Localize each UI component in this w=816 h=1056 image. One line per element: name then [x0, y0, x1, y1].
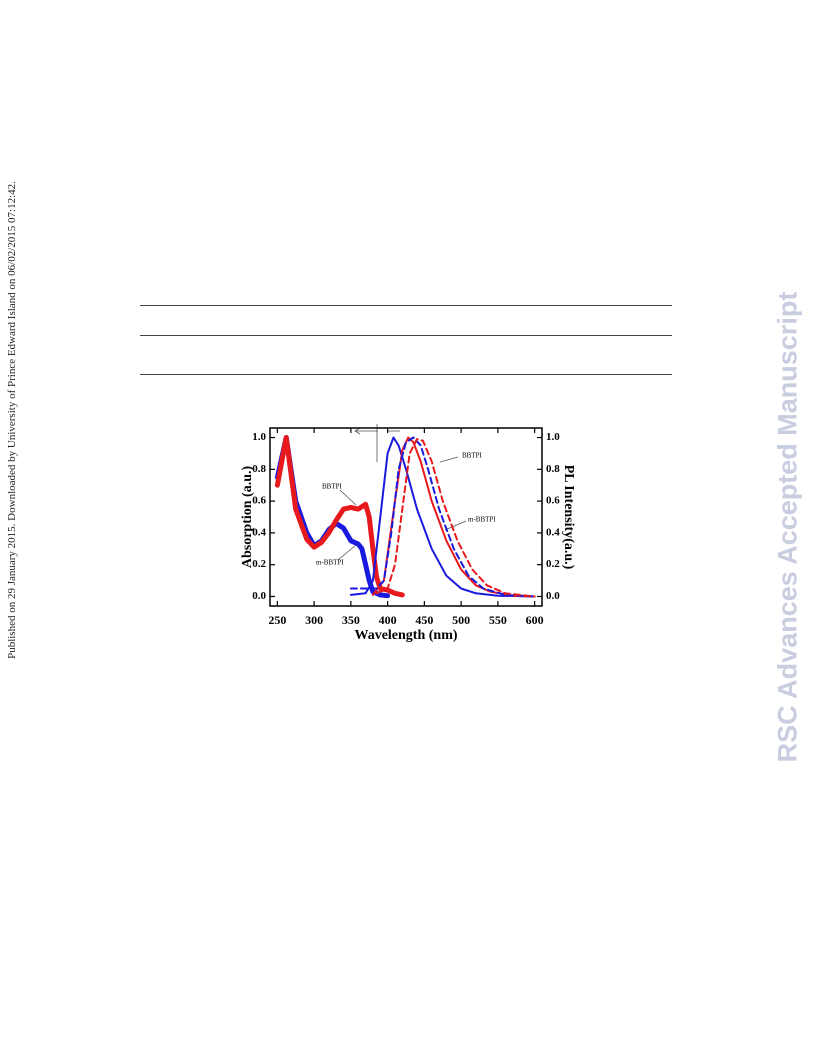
y2-tick-label: 0.8 [546, 463, 560, 475]
annotation: m-BBTPI [316, 559, 344, 567]
data-line [349, 436, 536, 598]
x-tick-label: 450 [415, 613, 433, 627]
x-tick-label: 600 [526, 613, 544, 627]
table-rule [140, 305, 672, 306]
x-tick-label: 300 [305, 613, 323, 627]
y-axis-label: Absorption (a.u.) [240, 466, 255, 569]
y-tick-label: 0.2 [252, 558, 266, 570]
x-tick-label: 550 [489, 613, 507, 627]
y-tick-label: 0.6 [252, 495, 266, 507]
x-tick-label: 500 [452, 613, 470, 627]
y2-tick-label: 0.2 [546, 558, 560, 570]
y2-tick-label: 1.0 [546, 431, 560, 443]
y2-tick-label: 0.0 [546, 590, 560, 602]
x-axis-label: Wavelength (nm) [354, 628, 457, 643]
leader-line [444, 520, 467, 531]
table-rule [140, 374, 672, 375]
leader-line [339, 489, 357, 506]
x-tick-label: 400 [379, 613, 397, 627]
data-line [371, 436, 536, 598]
annotation: BBTPI [322, 483, 343, 491]
data-line [349, 436, 536, 598]
data-line [274, 435, 405, 598]
leader-line [439, 456, 459, 463]
plot-frame [269, 427, 543, 607]
x-tick-label: 350 [342, 613, 360, 627]
y2-tick-label: 0.4 [546, 526, 560, 538]
y-tick-label: 1.0 [252, 431, 266, 443]
y-tick-label: 0.0 [252, 590, 266, 602]
leader-line [337, 544, 357, 561]
data-line [375, 438, 536, 598]
decoration [337, 424, 467, 561]
annotation: m-BBTPI [468, 516, 496, 524]
x-tick-label: 250 [268, 613, 286, 627]
y-tick-label: 0.8 [252, 463, 266, 475]
table-rule [140, 335, 672, 336]
y2-axis-label: PL Intensity(a.u.) [561, 465, 576, 570]
y-tick-label: 0.4 [252, 526, 266, 538]
arrow-head [354, 427, 361, 435]
annotation: BBTPI [462, 452, 483, 460]
y2-tick-label: 0.6 [546, 495, 560, 507]
